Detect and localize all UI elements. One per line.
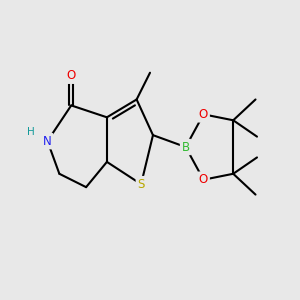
Text: N: N (43, 135, 52, 148)
Text: O: O (199, 173, 208, 186)
Text: H: H (27, 127, 35, 137)
Text: S: S (137, 178, 145, 191)
Text: O: O (199, 108, 208, 121)
Text: O: O (67, 69, 76, 82)
Text: B: B (182, 140, 190, 154)
